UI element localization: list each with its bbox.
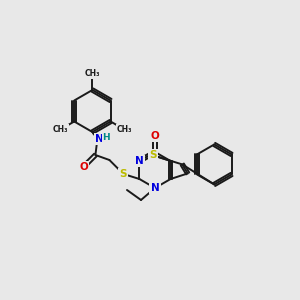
Text: CH₃: CH₃ xyxy=(52,125,68,134)
Text: O: O xyxy=(79,162,88,172)
Text: N: N xyxy=(135,156,144,166)
Text: N: N xyxy=(95,134,104,144)
Text: H: H xyxy=(103,133,110,142)
Text: S: S xyxy=(150,150,157,161)
Text: N: N xyxy=(151,183,159,193)
Text: CH₃: CH₃ xyxy=(117,125,132,134)
Text: O: O xyxy=(151,131,159,141)
Text: CH₃: CH₃ xyxy=(85,70,100,79)
Text: S: S xyxy=(120,169,127,179)
